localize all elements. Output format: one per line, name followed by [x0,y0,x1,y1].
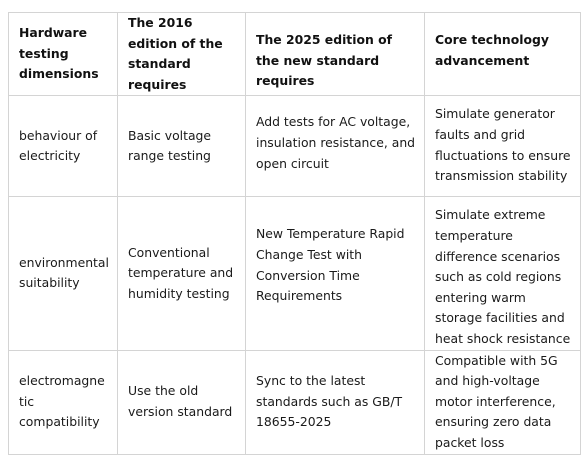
table-row: behaviour of electricity Basic voltage r… [8,95,581,198]
cell-dimension: environmental suitability [8,196,118,351]
cell-core-advancement: Compatible with 5G and high-voltage moto… [424,349,581,455]
cell-2025-requirement: Sync to the latest standards such as GB/… [245,349,425,455]
cell-dimension: electromagnetic compatibility [8,349,118,455]
cell-2025-requirement: New Temperature Rapid Change Test with C… [245,196,425,351]
header-2016-requirement: The 2016 edition of the standard require… [117,11,246,97]
cell-2016-requirement: Conventional temperature and humidity te… [117,196,246,351]
header-dimension: Hardware testing dimensions [8,11,118,97]
cell-core-advancement: Simulate extreme temperature difference … [424,196,581,351]
table-row: environmental suitability Conventional t… [8,196,581,351]
header-row: Hardware testing dimensions The 2016 edi… [8,11,581,97]
cell-2025-requirement: Add tests for AC voltage, insulation res… [245,95,425,198]
header-2025-requirement: The 2025 edition of the new standard req… [245,11,425,97]
cell-2016-requirement: Basic voltage range testing [117,95,246,198]
cell-2016-requirement: Use the old version standard [117,349,246,455]
comparison-table: Hardware testing dimensions The 2016 edi… [8,11,581,455]
table-row: electromagnetic compatibility Use the ol… [8,349,581,455]
cell-core-advancement: Simulate generator faults and grid fluct… [424,95,581,198]
cell-dimension: behaviour of electricity [8,95,118,198]
header-core-advancement: Core technology advancement [424,11,581,97]
